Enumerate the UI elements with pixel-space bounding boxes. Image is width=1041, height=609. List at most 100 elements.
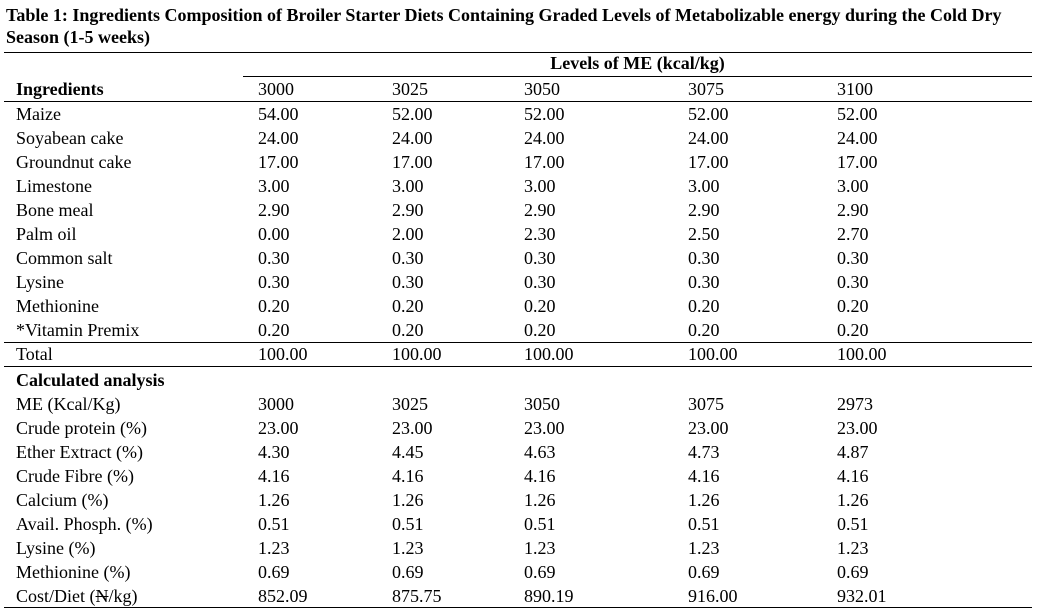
cell-value: 100.00 xyxy=(392,344,442,364)
cell-value: 3000 xyxy=(258,394,294,414)
cell-value: 17.00 xyxy=(837,152,878,172)
table-row: *Vitamin Premix 0.20 0.20 0.20 0.20 0.20 xyxy=(0,318,1041,342)
table-row: Bone meal 2.90 2.90 2.90 2.90 2.90 xyxy=(0,198,1041,222)
table-row: ME (Kcal/Kg) 3000 3025 3050 3075 2973 xyxy=(0,392,1041,416)
cell-value: 0.20 xyxy=(258,296,290,316)
table-row: Common salt 0.30 0.30 0.30 0.30 0.30 xyxy=(0,246,1041,270)
cell-value: 875.75 xyxy=(392,586,442,606)
rule-top xyxy=(4,52,1032,53)
cell-value: 4.16 xyxy=(837,466,869,486)
table-row: Palm oil 0.00 2.00 2.30 2.50 2.70 xyxy=(0,222,1041,246)
cell-value: 2.90 xyxy=(837,200,869,220)
cell-value: 100.00 xyxy=(688,344,738,364)
cell-value: 4.73 xyxy=(688,442,720,462)
row-label: Bone meal xyxy=(16,200,94,220)
cell-value: 3.00 xyxy=(392,176,424,196)
rule-header xyxy=(4,101,1032,102)
header-level: 3000 xyxy=(258,79,294,99)
rule-bottom xyxy=(4,607,1032,608)
cell-value: 0.30 xyxy=(837,272,869,292)
cell-value: 24.00 xyxy=(688,128,729,148)
cell-value: 2.90 xyxy=(392,200,424,220)
table-row: Crude protein (%) 23.00 23.00 23.00 23.0… xyxy=(0,416,1041,440)
cell-value: 52.00 xyxy=(688,104,729,124)
row-label: Maize xyxy=(16,104,61,124)
cell-value: 52.00 xyxy=(524,104,565,124)
cell-value: 24.00 xyxy=(837,128,878,148)
cell-value: 0.30 xyxy=(688,248,720,268)
cell-value: 0.20 xyxy=(392,296,424,316)
cell-value: 0.00 xyxy=(258,224,290,244)
cell-value: 4.87 xyxy=(837,442,869,462)
cell-value: 3.00 xyxy=(524,176,556,196)
cell-value: 4.63 xyxy=(524,442,556,462)
row-label: Avail. Phosph. (%) xyxy=(16,514,153,534)
cell-value: 852.09 xyxy=(258,586,308,606)
cell-value: 0.20 xyxy=(837,296,869,316)
header-label: Ingredients xyxy=(16,79,104,99)
cell-value: 52.00 xyxy=(392,104,433,124)
row-label: Soyabean cake xyxy=(16,128,124,148)
cell-value: 4.45 xyxy=(392,442,424,462)
row-label: Lysine xyxy=(16,272,64,292)
cell-value: 24.00 xyxy=(258,128,299,148)
table-row: Crude Fibre (%) 4.16 4.16 4.16 4.16 4.16 xyxy=(0,464,1041,488)
header-level: 3100 xyxy=(837,79,873,99)
cell-value: 100.00 xyxy=(524,344,574,364)
table-row: Groundnut cake 17.00 17.00 17.00 17.00 1… xyxy=(0,150,1041,174)
cell-value: 17.00 xyxy=(392,152,433,172)
table-row: Lysine (%) 1.23 1.23 1.23 1.23 1.23 xyxy=(0,536,1041,560)
cell-value: 2.00 xyxy=(392,224,424,244)
cell-value: 0.30 xyxy=(258,248,290,268)
cell-value: 23.00 xyxy=(837,418,878,438)
cell-value: 916.00 xyxy=(688,586,738,606)
cell-value: 0.20 xyxy=(392,320,424,340)
cell-value: 2.70 xyxy=(837,224,869,244)
table-row: Calcium (%) 1.26 1.26 1.26 1.26 1.26 xyxy=(0,488,1041,512)
row-label: Groundnut cake xyxy=(16,152,132,172)
cell-value: 23.00 xyxy=(524,418,565,438)
cell-value: 2.50 xyxy=(688,224,720,244)
table-row: Lysine 0.30 0.30 0.30 0.30 0.30 xyxy=(0,270,1041,294)
cell-value: 4.16 xyxy=(688,466,720,486)
cell-value: 0.30 xyxy=(524,272,556,292)
cell-value: 0.51 xyxy=(392,514,424,534)
row-label: ME (Kcal/Kg) xyxy=(16,394,121,414)
header-row: Ingredients 3000 3025 3050 3075 3100 xyxy=(0,77,1041,101)
cell-value: 3050 xyxy=(524,394,560,414)
cell-value: 0.69 xyxy=(258,562,290,582)
cell-value: 932.01 xyxy=(837,586,887,606)
row-label: Total xyxy=(16,344,53,364)
cell-value: 54.00 xyxy=(258,104,299,124)
row-label: Common salt xyxy=(16,248,113,268)
cell-value: 0.69 xyxy=(524,562,556,582)
cell-value: 0.69 xyxy=(688,562,720,582)
table-row: Methionine 0.20 0.20 0.20 0.20 0.20 xyxy=(0,294,1041,318)
group-header: Levels of ME (kcal/kg) xyxy=(550,53,725,73)
cell-value: 24.00 xyxy=(392,128,433,148)
row-label: *Vitamin Premix xyxy=(16,320,140,340)
table-row: Soyabean cake 24.00 24.00 24.00 24.00 24… xyxy=(0,126,1041,150)
cell-value: 0.30 xyxy=(392,248,424,268)
cell-value: 1.26 xyxy=(524,490,556,510)
cell-value: 0.30 xyxy=(837,248,869,268)
cell-value: 3.00 xyxy=(837,176,869,196)
cell-value: 0.51 xyxy=(837,514,869,534)
cell-value: 23.00 xyxy=(392,418,433,438)
cell-value: 0.20 xyxy=(688,296,720,316)
cell-value: 4.16 xyxy=(524,466,556,486)
cell-value: 17.00 xyxy=(258,152,299,172)
cell-value: 0.51 xyxy=(258,514,290,534)
header-level: 3050 xyxy=(524,79,560,99)
cell-value: 1.26 xyxy=(837,490,869,510)
table-row: Limestone 3.00 3.00 3.00 3.00 3.00 xyxy=(0,174,1041,198)
cell-value: 2.90 xyxy=(258,200,290,220)
header-level: 3075 xyxy=(688,79,724,99)
row-label: Ether Extract (%) xyxy=(16,442,143,462)
cell-value: 4.16 xyxy=(392,466,424,486)
cell-value: 1.26 xyxy=(392,490,424,510)
cell-value: 2.90 xyxy=(524,200,556,220)
cell-value: 1.23 xyxy=(392,538,424,558)
cell-value: 3025 xyxy=(392,394,428,414)
cell-value: 23.00 xyxy=(258,418,299,438)
